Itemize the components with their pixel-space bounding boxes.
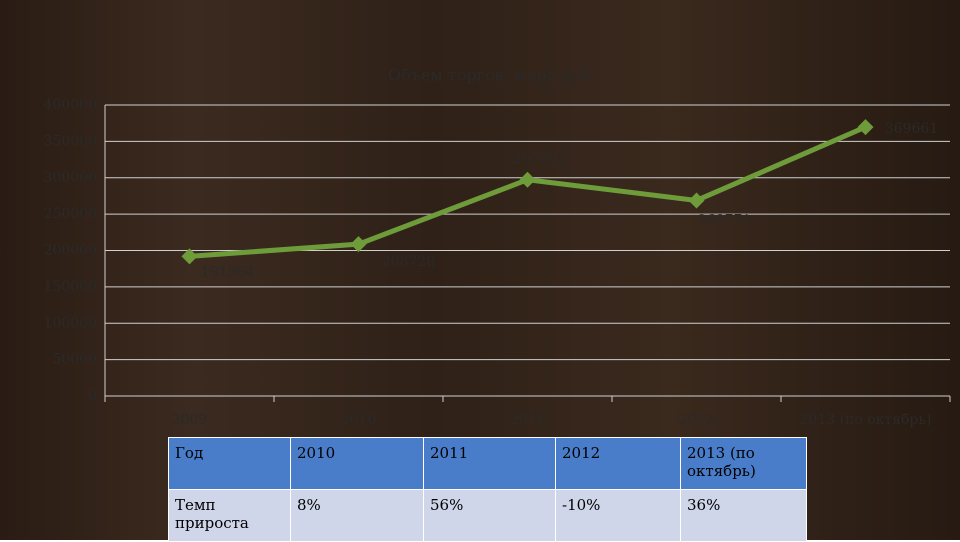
line (189, 124, 867, 259)
table-header: Год 2010 2011 2012 2013 (по октябрь) (168, 437, 807, 490)
data-label: 191964 (201, 264, 255, 280)
x-tick-label: 2011 (510, 412, 546, 428)
data-label: 268771 (698, 212, 751, 228)
cell: Темп прироста (168, 489, 291, 542)
y-tick-label: 300000 (44, 170, 97, 186)
marker (688, 192, 705, 209)
y-tick-label: 350000 (44, 133, 97, 149)
data-label: 369661 (885, 121, 938, 137)
x-tick-label: 2010 (341, 412, 377, 428)
table: Год 2010 2011 2012 2013 (по октябрь) Тем… (168, 437, 807, 542)
data-label: 297292 (513, 152, 566, 168)
cell: 2010 (290, 437, 424, 490)
marker (181, 248, 198, 265)
x-tick-label: 2013 (по октябрь) (800, 412, 932, 428)
y-tick-label: 200000 (44, 243, 97, 259)
cell: 2013 (по октябрь) (680, 437, 807, 490)
cell: -10% (555, 489, 681, 542)
y-tick-label: 0 (88, 388, 97, 404)
cell: 36% (680, 489, 807, 542)
marker (350, 236, 367, 253)
y-tick-label: 150000 (44, 279, 97, 295)
marker (857, 119, 874, 136)
x-tick-label: 2012 (679, 412, 715, 428)
cell: 2012 (555, 437, 681, 490)
cell: Год (168, 437, 291, 490)
y-tick-label: 250000 (44, 206, 97, 222)
cell: 56% (423, 489, 556, 542)
y-tick-label: 50000 (52, 352, 97, 368)
x-tick-label: 2009 (172, 412, 208, 428)
table-row: Темп прироста 8% 56% -10% 36% (168, 489, 807, 542)
cell: 8% (290, 489, 424, 542)
marker (519, 171, 536, 188)
y-tick-label: 100000 (44, 315, 97, 331)
chart-title: Объем торгов, млрд руб. (388, 66, 596, 85)
chart: Объем торгов, млрд руб. 0 50000 100000 1500… (44, 66, 951, 428)
data-label: 208728 (382, 254, 435, 270)
y-tick-label: 400000 (44, 97, 97, 113)
cell: 2011 (423, 437, 556, 490)
